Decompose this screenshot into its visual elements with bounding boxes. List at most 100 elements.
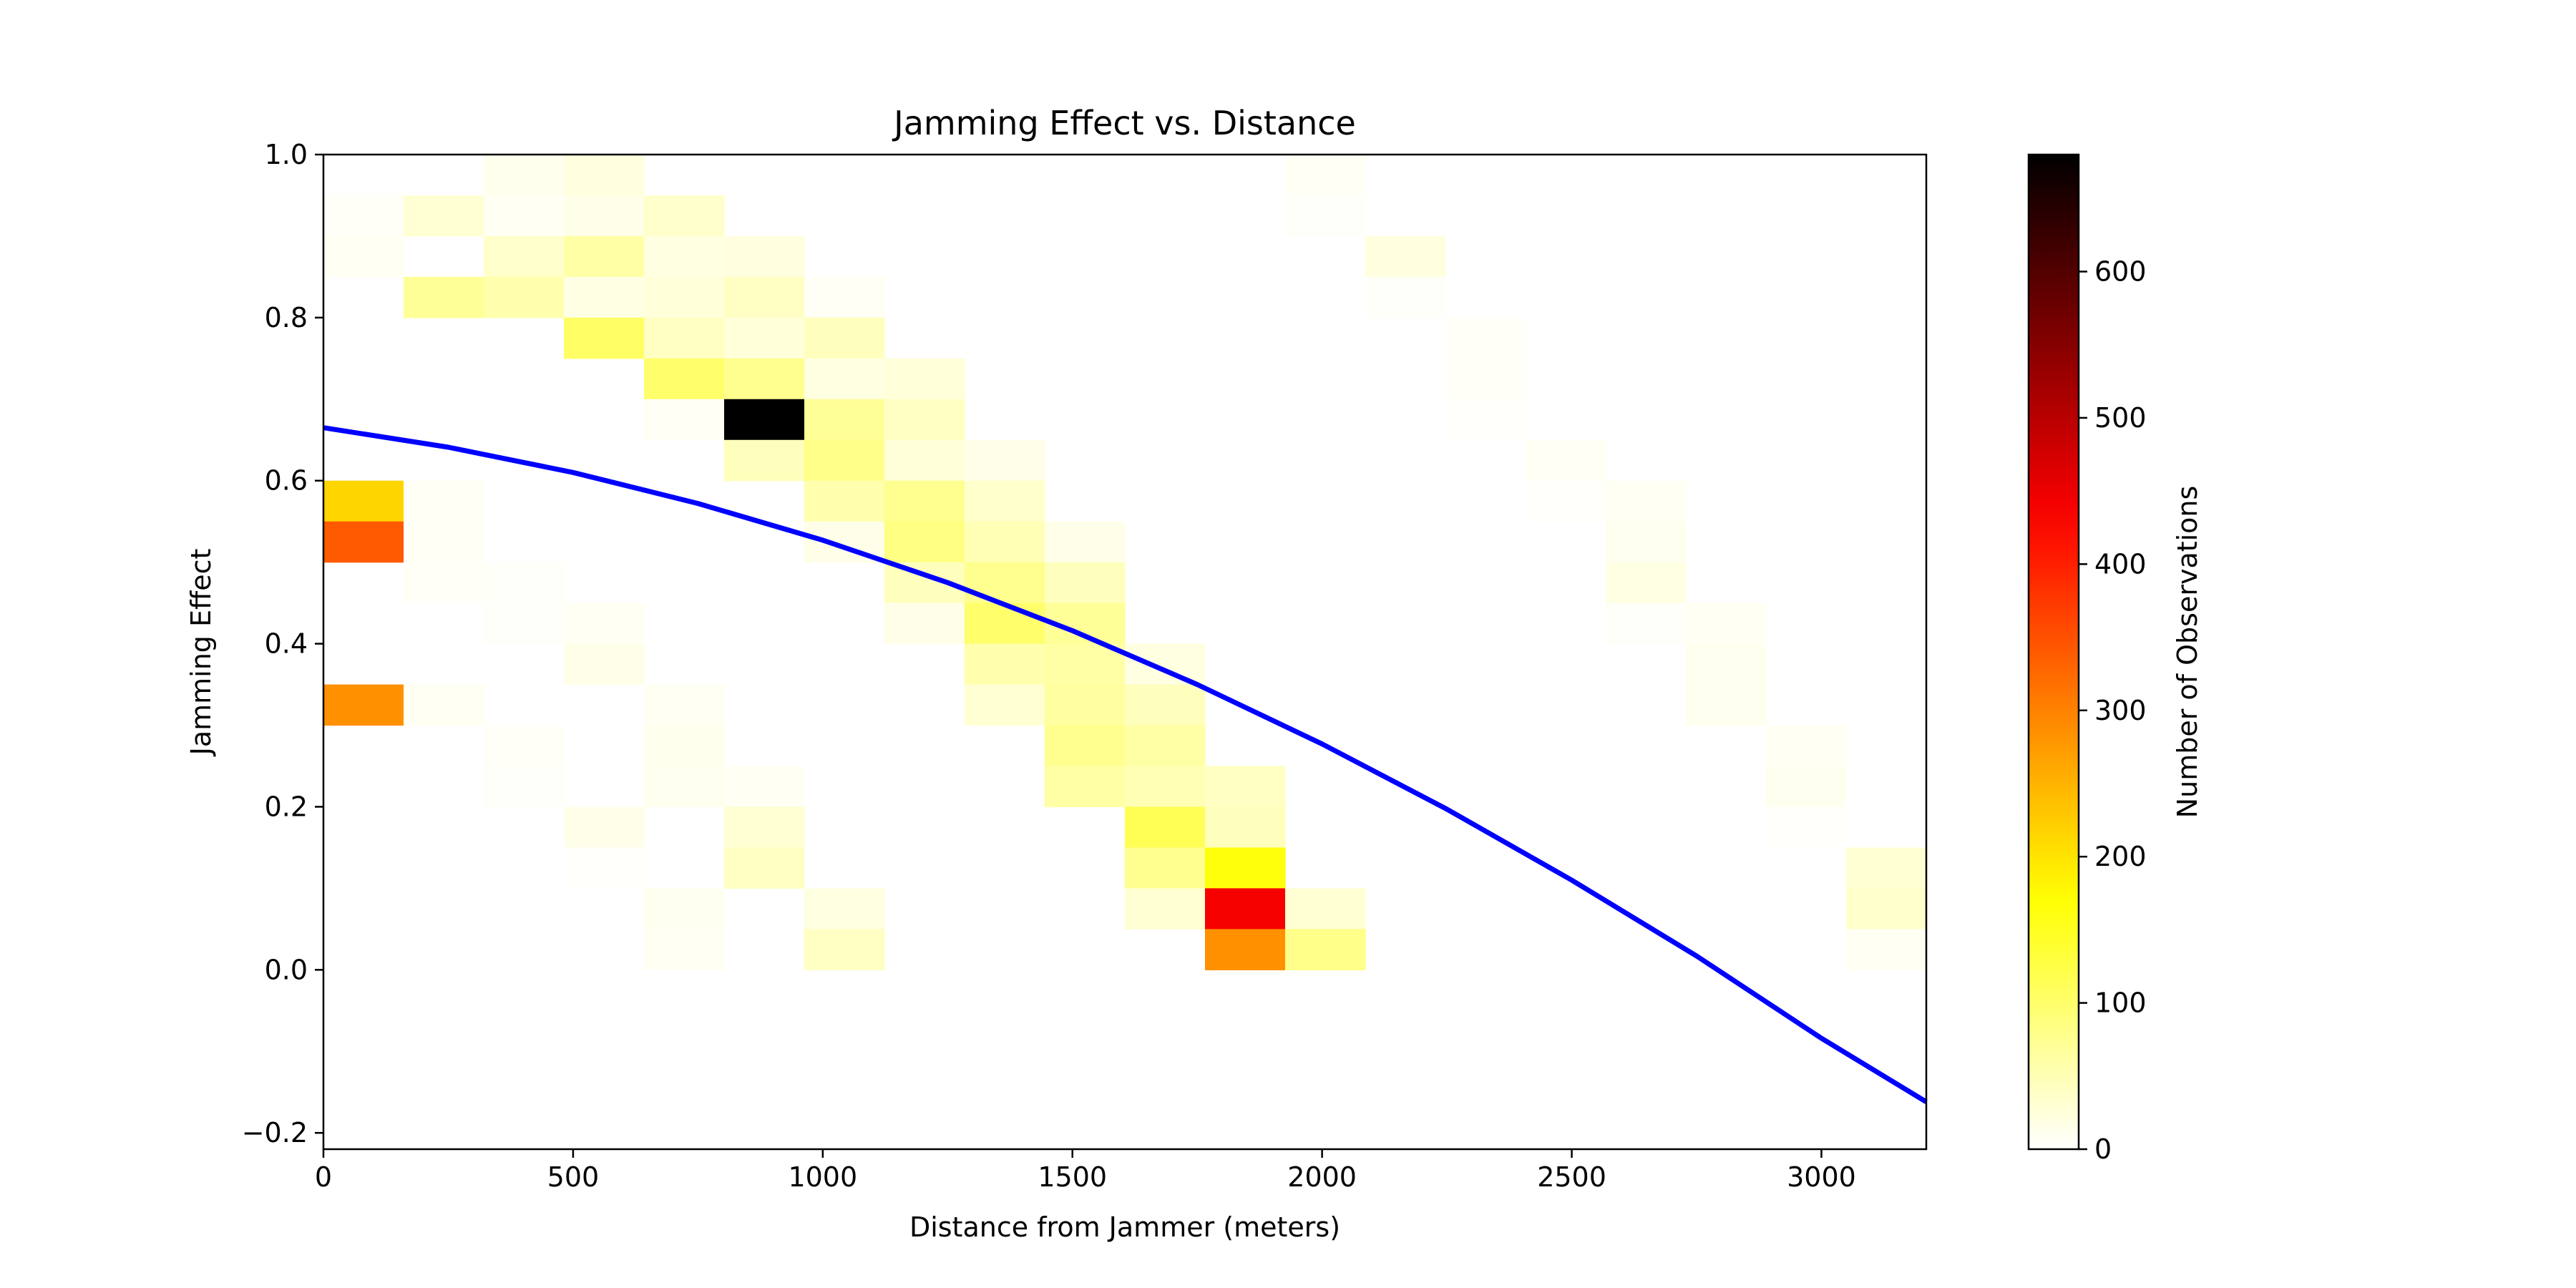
x-tick-label: 3000 xyxy=(1787,1161,1856,1193)
heatmap-cell xyxy=(564,847,645,889)
heatmap-cell xyxy=(965,684,1045,726)
heatmap-cell xyxy=(484,562,565,604)
heatmap-cell xyxy=(965,480,1045,522)
heatmap-cell xyxy=(323,480,404,522)
heatmap-cell xyxy=(724,399,805,441)
heatmap-cell xyxy=(724,358,805,400)
x-tick-label: 2500 xyxy=(1537,1161,1606,1193)
heatmap-cell xyxy=(404,480,484,522)
x-tick-label: 2000 xyxy=(1287,1161,1357,1193)
heatmap-cell xyxy=(644,235,725,278)
heatmap-cell xyxy=(965,602,1045,645)
y-tick-label: 0.4 xyxy=(265,628,308,660)
x-axis-label: Distance from Jammer (meters) xyxy=(909,1211,1340,1243)
heatmap-cell xyxy=(724,806,805,849)
colorbar-label: Number of Observations xyxy=(2172,486,2203,819)
heatmap-cell xyxy=(1766,806,1847,849)
heatmap-cell xyxy=(804,929,885,970)
heatmap-cell xyxy=(564,276,645,318)
x-tick-label: 0 xyxy=(315,1161,332,1193)
heatmap-cell xyxy=(1125,766,1206,808)
heatmap-cell xyxy=(1606,480,1687,522)
heatmap-cell xyxy=(564,806,645,849)
heatmap-cell xyxy=(1045,643,1126,686)
heatmap-cell xyxy=(1125,725,1206,767)
heatmap-cell xyxy=(644,684,725,726)
heatmap-cell xyxy=(484,195,565,237)
heatmap-cell xyxy=(1045,684,1126,726)
heatmap-cell xyxy=(724,847,805,889)
heatmap-cell xyxy=(724,235,805,278)
heatmap-cell xyxy=(644,276,725,318)
x-tick-label: 1000 xyxy=(788,1161,857,1193)
heatmap-cell xyxy=(1686,643,1767,686)
heatmap-cell xyxy=(1125,847,1206,889)
heatmap-cell xyxy=(1846,929,1927,970)
colorbar-tick-label: 300 xyxy=(2094,695,2147,726)
heatmap-cell xyxy=(323,235,404,278)
x-tick-label: 500 xyxy=(547,1161,600,1193)
heatmap-cell xyxy=(1205,888,1286,930)
heatmap-cell xyxy=(1045,562,1126,604)
colorbar-tick-label: 200 xyxy=(2094,841,2147,872)
heatmap-cell xyxy=(884,358,965,400)
y-tick-label: 1.0 xyxy=(265,139,308,170)
heatmap-cell xyxy=(884,602,965,645)
y-tick-label: 0.2 xyxy=(265,791,308,822)
heatmap-cells xyxy=(323,155,1927,970)
heatmap-cell xyxy=(1285,929,1366,970)
heatmap-cell xyxy=(1285,888,1366,930)
heatmap-cell xyxy=(1125,806,1206,849)
heatmap-cell xyxy=(404,195,484,237)
heatmap-cell xyxy=(323,521,404,563)
heatmap-cell xyxy=(1285,195,1366,237)
heatmap-cell xyxy=(1205,766,1286,808)
y-tick-label: 0.0 xyxy=(265,954,308,985)
heatmap-cell xyxy=(1285,155,1366,196)
heatmap-cell xyxy=(884,521,965,563)
heatmap-cell xyxy=(484,235,565,278)
heatmap-cell xyxy=(644,766,725,808)
heatmap-cell xyxy=(564,235,645,278)
heatmap-cell xyxy=(804,888,885,930)
heatmap-cell xyxy=(884,480,965,522)
heatmap-cell xyxy=(404,276,484,318)
heatmap-cell xyxy=(564,155,645,196)
heatmap-cell xyxy=(1125,888,1206,930)
heatmap-cell xyxy=(884,439,965,482)
heatmap-cell xyxy=(724,439,805,482)
heatmap-cell xyxy=(804,276,885,318)
heatmap-cell xyxy=(644,399,725,441)
fit-line xyxy=(323,425,1928,1104)
heatmap-cell xyxy=(1606,521,1687,563)
heatmap-cell xyxy=(804,480,885,522)
heatmap-cell xyxy=(804,317,885,359)
heatmap-cell xyxy=(564,195,645,237)
heatmap-cell xyxy=(1205,847,1286,889)
heatmap-cell xyxy=(564,602,645,645)
axes: 0 500 1000 1500 2000 2500 3000 −0.2 0.0 0.2 0.4 0.6… xyxy=(242,139,1928,1193)
colorbar: 0 100 200 300 400 500 600 xyxy=(2027,153,2147,1165)
heatmap-cell xyxy=(965,521,1045,563)
heatmap-cell xyxy=(1125,684,1206,726)
heatmap-cell xyxy=(484,602,565,645)
heatmap-cell xyxy=(1045,725,1126,767)
heatmap-cell xyxy=(724,317,805,359)
heatmap-cell xyxy=(1606,562,1687,604)
heatmap-cell xyxy=(1205,806,1286,849)
y-tick-label: −0.2 xyxy=(242,1117,308,1148)
heatmap-cell xyxy=(724,766,805,808)
heatmap-cell xyxy=(564,643,645,686)
chart-title: Jamming Effect vs. Distance xyxy=(892,104,1356,142)
y-axis-label: Jamming Effect xyxy=(185,549,217,757)
colorbar-gradient xyxy=(2029,155,2079,1149)
heatmap-cell xyxy=(1045,766,1126,808)
heatmap-cell xyxy=(484,276,565,318)
heatmap-cell xyxy=(644,195,725,237)
heatmap-cell xyxy=(323,195,404,237)
heatmap-cell xyxy=(1846,847,1927,889)
heatmap-cell xyxy=(484,725,565,767)
fit-line-layer xyxy=(323,425,1928,1104)
heatmap-cell xyxy=(804,399,885,441)
